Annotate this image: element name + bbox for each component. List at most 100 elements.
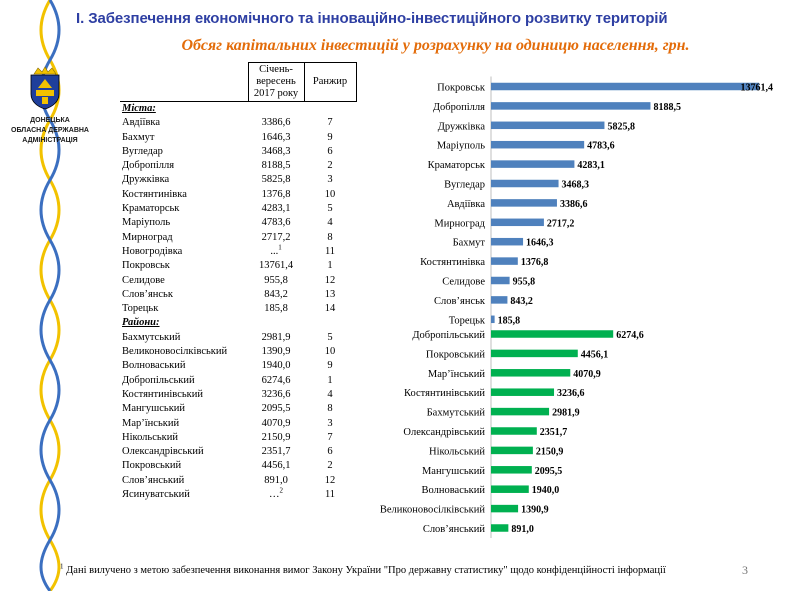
table-row: Мангушський 2095,5 8 [120,402,356,416]
row-rank: 3 [327,174,333,186]
row-value-text: 2150,9 [261,431,291,443]
coat-of-arms-icon [30,66,60,110]
row-value: 955,8 [248,274,304,288]
row-value-text: 2351,7 [261,446,291,458]
value-label: 2095,5 [535,466,563,477]
value-label: 955,8 [513,277,536,288]
bar [491,315,495,324]
bar [491,485,529,493]
row-value-text: 4456,1 [261,460,291,472]
table-row: Костянтинівський 3236,6 4 [120,388,356,402]
table-row: Авдіївка 3386,6 7 [120,116,356,130]
value-label: 4783,6 [587,141,615,152]
category-label: Покровський [426,349,485,360]
row-rank: 1 [327,374,333,386]
org-line-3: АДМІНІСТРАЦІЯ [22,137,78,144]
table-header-row: Січень- вересень 2017 року Ранжир [120,62,357,102]
bar [491,257,518,265]
page-title: І. Забезпечення економічного та інноваці… [76,10,668,27]
value-label: 3386,6 [560,199,588,210]
row-value: 13761,4 [248,259,304,273]
row-value: 2095,5 [248,402,304,416]
row-rank: 8 [327,231,333,243]
table-row: Краматорськ 4283,1 5 [120,202,356,216]
table-section-row: Райони: [120,316,356,330]
footnote-mark: 1 [60,562,64,571]
bar [491,369,571,377]
row-value: …2 [248,487,304,502]
bar [491,427,537,435]
value-label: 2150,9 [536,446,564,457]
row-value-text: 4070,9 [261,417,291,429]
table-row: Костянтинівка 1376,8 10 [120,188,356,202]
row-value: 5825,8 [248,173,304,187]
value-label: 1390,9 [521,505,549,516]
row-value: 891,0 [248,474,304,488]
org-line-1: ДОНЕЦЬКА [30,117,70,124]
period-line-2: вересень [256,76,296,87]
table-row: Бахмутський 2981,9 5 [120,331,356,345]
value-label: 843,2 [510,296,533,307]
row-value-text: ... [270,245,279,257]
value-label: 3468,3 [562,180,590,191]
category-label: Торецьк [449,315,486,326]
category-label: Покровськ [437,83,486,94]
investment-bar-chart: Покровськ 13761,4 Добропілля 8188,5 Дружківк… [380,76,773,538]
value-label: 4070,9 [573,369,601,380]
bar [491,237,524,246]
table-row: Мар’їнський 4070,9 3 [120,417,356,431]
row-value: 843,2 [248,288,304,302]
row-rank: 13 [324,288,336,300]
row-name: Бахмут [122,131,155,143]
value-label: 891,0 [511,524,534,535]
row-value-text: 4283,1 [261,203,291,215]
row-value: 1940,0 [248,359,304,373]
row-name: Слов’янський [122,474,185,486]
table-section-label: Міста: [122,103,156,114]
table-row: Селидове 955,8 12 [120,274,356,288]
row-value: 3468,3 [248,145,304,159]
row-rank: 4 [327,388,333,400]
bar [491,179,559,188]
row-name: Дружківка [122,174,170,186]
row-name: Бахмутський [122,331,181,343]
organization-name: ДОНЕЦЬКА ОБЛАСНА ДЕРЖАВНА АДМІНІСТРАЦІЯ [0,116,100,146]
bar [491,446,533,455]
table-row: Великоновосілківський 1390,9 10 [120,345,356,359]
row-name: Костянтинівський [122,388,203,400]
row-value: 1390,9 [248,345,304,359]
category-label: Слов’янськ [434,296,486,307]
row-name: Покровськ [122,260,170,272]
row-value: ...1 [248,244,304,259]
row-value-text: 3386,6 [261,117,291,129]
bar [491,407,550,416]
row-value-text: 3468,3 [261,145,291,157]
value-label: 2981,9 [552,408,580,419]
category-label: Мирноград [434,218,485,229]
row-value: 4783,6 [248,216,304,230]
row-name: Мар’їнський [122,417,180,429]
value-label: 1940,0 [532,485,560,496]
row-name: Олександрівський [122,446,204,458]
row-value-text: 1390,9 [261,346,291,358]
row-value: 185,8 [248,302,304,316]
bar [491,140,585,149]
row-value-text: 185,8 [264,303,288,315]
row-value-text: 1940,0 [261,360,291,372]
category-label: Авдіївка [447,199,485,210]
category-label: Дружківка [438,121,486,132]
row-rank: 7 [327,117,333,129]
page-subtitle: Обсяг капітальних інвестицій у розрахунк… [181,37,690,54]
category-label: Вугледар [444,180,485,191]
value-label: 1646,3 [526,238,554,249]
row-value-text: 955,8 [264,274,288,286]
row-value: 1646,3 [248,131,304,145]
row-value: 3236,6 [248,388,304,402]
table-section-row: Міста: [120,102,356,117]
row-value-text: 2981,9 [261,331,291,343]
row-value: 3386,6 [248,116,304,130]
table-row: Бахмут 1646,3 9 [120,131,356,145]
category-label: Бахмутський [427,408,486,419]
table-header-period: Січень- вересень 2017 року [247,62,305,102]
row-rank: 7 [327,431,333,443]
